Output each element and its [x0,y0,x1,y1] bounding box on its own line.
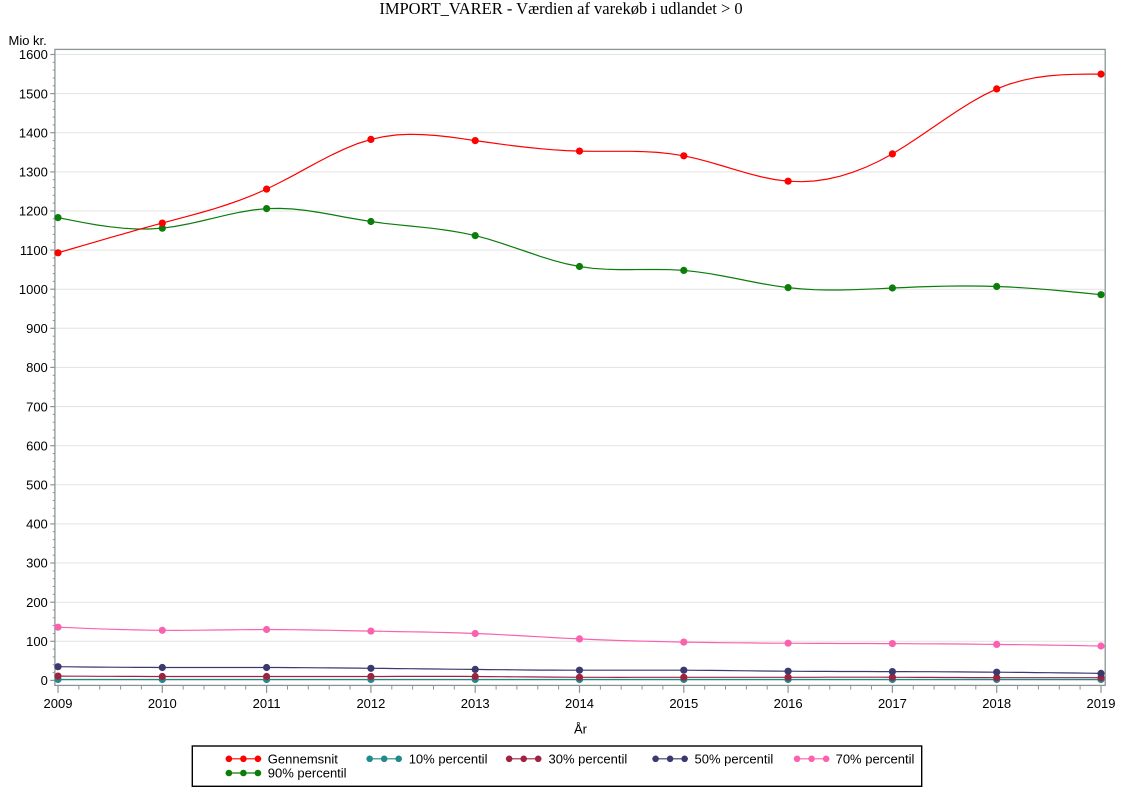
svg-text:IMPORT_VARER - Værdien af vare: IMPORT_VARER - Værdien af varekøb i udla… [379,0,742,18]
svg-text:70% percentil: 70% percentil [836,751,915,766]
svg-text:2010: 2010 [148,696,177,711]
svg-text:1000: 1000 [19,282,48,297]
svg-text:Mio kr.: Mio kr. [9,33,47,48]
svg-text:2018: 2018 [982,696,1011,711]
svg-text:200: 200 [26,595,48,610]
svg-text:1500: 1500 [19,86,48,101]
svg-text:1300: 1300 [19,165,48,180]
svg-text:800: 800 [26,360,48,375]
svg-text:2016: 2016 [774,696,803,711]
svg-text:1400: 1400 [19,125,48,140]
svg-text:500: 500 [26,478,48,493]
svg-text:90% percentil: 90% percentil [268,766,347,781]
svg-text:30% percentil: 30% percentil [549,751,628,766]
svg-text:50% percentil: 50% percentil [695,751,774,766]
svg-text:0: 0 [41,673,48,688]
svg-text:1200: 1200 [19,204,48,219]
svg-text:2013: 2013 [461,696,490,711]
svg-text:1100: 1100 [20,243,48,258]
svg-text:2015: 2015 [669,696,698,711]
svg-text:700: 700 [26,399,48,414]
svg-text:1600: 1600 [19,47,48,62]
svg-text:2011: 2011 [253,696,281,711]
svg-text:400: 400 [26,517,48,532]
svg-text:2012: 2012 [356,696,385,711]
svg-text:900: 900 [26,321,48,336]
svg-text:2009: 2009 [44,696,73,711]
svg-text:2014: 2014 [565,696,594,711]
svg-text:Gennemsnit: Gennemsnit [268,751,338,766]
svg-text:2017: 2017 [878,696,907,711]
svg-text:10% percentil: 10% percentil [409,751,488,766]
svg-text:2019: 2019 [1087,696,1116,711]
svg-text:600: 600 [26,438,48,453]
svg-text:100: 100 [26,634,48,649]
svg-text:300: 300 [26,556,48,571]
svg-text:År: År [574,722,588,737]
